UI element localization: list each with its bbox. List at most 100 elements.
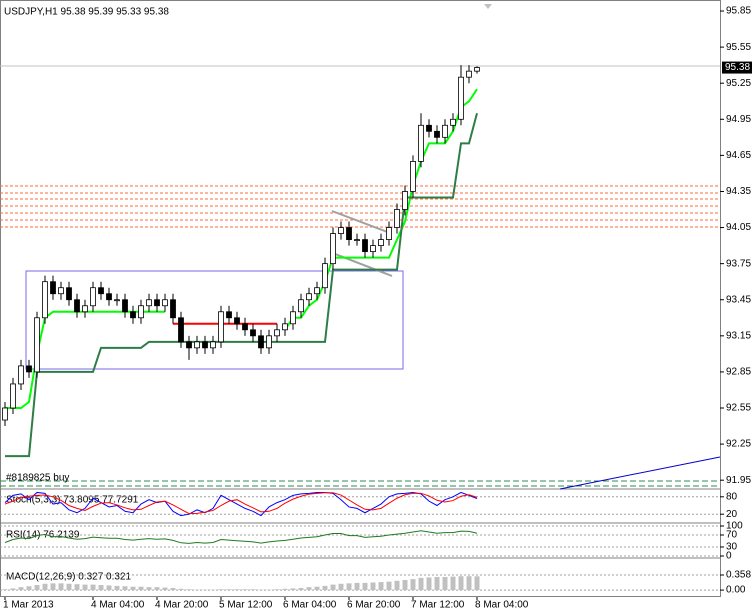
macd-bar [426, 577, 432, 591]
candle-body [394, 209, 400, 228]
y-tick-label: 92.55 [726, 403, 751, 414]
x-tick-label: 1 Mar 2013 [3, 600, 54, 611]
macd-bar [154, 587, 160, 591]
last-price-box [722, 61, 752, 74]
candle-body [250, 329, 256, 337]
y-tick-label: 95.85 [726, 6, 751, 17]
macd-bar [74, 584, 80, 591]
candle-body [194, 341, 200, 349]
macd-bar [146, 587, 152, 591]
macd-bar [226, 589, 232, 591]
macd-bar [106, 585, 112, 591]
macd-bar [18, 587, 24, 591]
candle-body [218, 311, 224, 343]
macd-bar [170, 587, 176, 591]
macd-bar [458, 576, 464, 591]
candle-body [2, 407, 8, 421]
candle-body [330, 233, 336, 265]
y-tick-label: 94.35 [726, 186, 751, 197]
macd-bar [314, 586, 320, 591]
macd-bar [354, 582, 360, 591]
macd-bar [130, 586, 136, 591]
trend-line [559, 456, 721, 490]
y-tick-label: 93.15 [726, 330, 751, 341]
y-tick-label: 0.00 [726, 585, 746, 596]
channel-line [329, 251, 393, 277]
candle-body [362, 239, 368, 253]
candle-body [458, 76, 464, 120]
macd-bar [82, 584, 88, 591]
candle-body [346, 227, 352, 240]
candle-body [338, 227, 344, 234]
macd-bar [90, 584, 96, 591]
macd-bar [26, 586, 32, 591]
candle-body [442, 124, 448, 138]
x-tick-label: 5 Mar 12:00 [219, 600, 273, 611]
candle-body [26, 365, 32, 373]
candle-body [114, 299, 120, 302]
macd-bar [394, 580, 400, 591]
candle-body [74, 299, 80, 313]
macd-bar [402, 579, 408, 591]
y-tick-label: 94.05 [726, 222, 751, 233]
x-tick-label: 4 Mar 04:00 [91, 600, 145, 611]
candle-body [42, 281, 48, 319]
candle-body [122, 299, 128, 313]
macd-bar [330, 584, 336, 591]
candle-body [138, 305, 144, 319]
indicator-line [4, 530, 478, 544]
y-tick-label: 0 [726, 551, 732, 562]
indicator-line [4, 492, 478, 515]
macd-bar [50, 583, 56, 591]
macd-bar [42, 583, 48, 591]
macd-bar [346, 583, 352, 591]
candle-body [402, 191, 408, 210]
macd-bar [138, 586, 144, 591]
y-tick-label: 92.85 [726, 367, 751, 378]
y-tick-label: 95.55 [726, 42, 751, 53]
y-tick-label: 91.95 [726, 475, 751, 486]
candle-body [10, 383, 16, 409]
candle-body [186, 341, 192, 349]
macd-bar [2, 589, 8, 591]
candle-body [410, 160, 416, 192]
x-tick-label: 6 Mar 20:00 [347, 600, 401, 611]
macd-bar [250, 589, 256, 591]
y-tick-label: 70 [726, 530, 738, 541]
candle-body [378, 239, 384, 247]
macd-bar [114, 585, 120, 591]
macd-bar [434, 577, 440, 591]
macd-bar [58, 583, 64, 591]
macd-bar [410, 579, 416, 591]
macd-bar [186, 589, 192, 591]
macd-bar [370, 582, 376, 591]
macd-bar [122, 586, 128, 591]
candle-body [98, 287, 104, 295]
y-tick-label: 92.25 [726, 439, 751, 450]
candle-body [106, 293, 112, 301]
macd-bar [66, 583, 72, 591]
candle-body [386, 227, 392, 240]
candle-body [58, 287, 64, 295]
candle-body [354, 239, 360, 241]
candle-body [146, 299, 152, 307]
level-lines [0, 185, 720, 228]
macd-bar [290, 588, 296, 591]
indicator-title: MACD(12,26,9) 0.327 0.321 [6, 572, 132, 583]
candle-body [162, 299, 168, 307]
y-tick-label: 93.75 [726, 258, 751, 269]
chart-title: USDJPY,H1 95.38 95.39 95.33 95.38 [4, 7, 169, 18]
y-tick-label: 94.65 [726, 150, 751, 161]
shift-marker [484, 4, 492, 9]
x-tick-label: 4 Mar 20:00 [155, 600, 209, 611]
macd-bar [306, 587, 312, 591]
macd-bar [274, 589, 280, 591]
candle-body [314, 287, 320, 295]
candle-body [170, 299, 176, 319]
candle-body [322, 263, 328, 289]
channel-line [331, 210, 391, 234]
candle-body [474, 67, 480, 72]
macd-bar [418, 577, 424, 591]
y-tick-label: 20 [726, 509, 738, 520]
